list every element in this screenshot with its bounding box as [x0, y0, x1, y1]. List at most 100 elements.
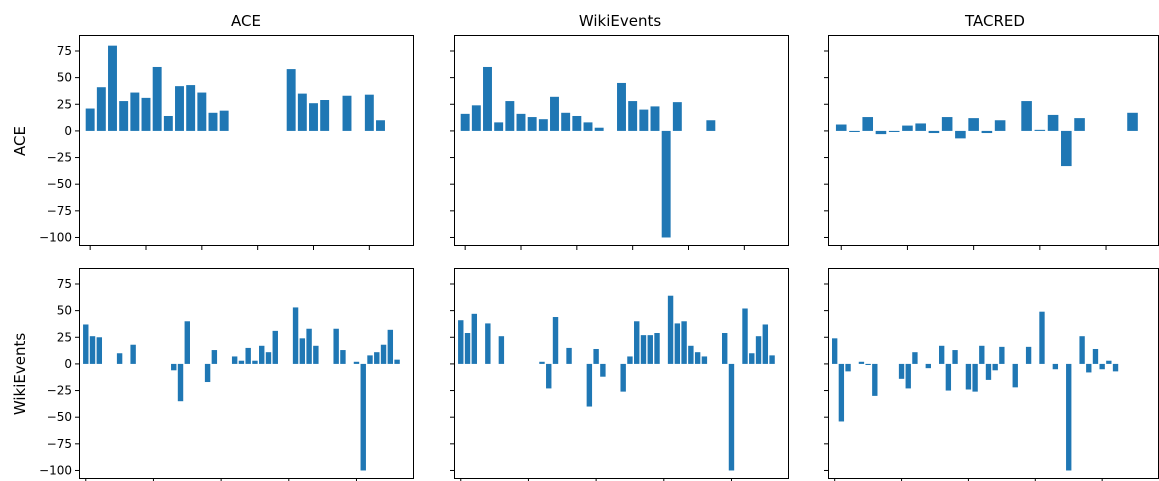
bar	[667, 295, 674, 364]
y-tick-label: −50	[47, 177, 72, 191]
bar	[955, 130, 966, 139]
bar	[862, 117, 874, 131]
bar	[594, 127, 604, 131]
bar	[661, 130, 671, 238]
bar	[219, 110, 229, 131]
bar	[1039, 311, 1045, 364]
bar	[992, 363, 998, 371]
bar	[483, 66, 492, 131]
panel-ace-ace: 75 50 25 0 −25 −50 −75 −100	[39, 35, 414, 250]
bar	[550, 96, 559, 131]
bar	[265, 352, 272, 364]
bar	[245, 347, 251, 364]
y-tick-label: 25	[57, 97, 72, 111]
bar	[979, 345, 985, 364]
bar	[458, 320, 464, 364]
y-tick-label: −50	[47, 410, 72, 424]
bar	[849, 130, 860, 132]
bar	[832, 338, 838, 364]
bar	[872, 363, 878, 396]
y-tick-label: 0	[64, 124, 72, 138]
bar	[583, 122, 593, 131]
bar	[96, 87, 106, 131]
axes-frame	[454, 35, 789, 246]
bar	[252, 360, 258, 364]
bar	[858, 361, 865, 364]
panel-ace-tacred	[824, 35, 1159, 250]
bar	[1099, 363, 1105, 370]
bar	[728, 363, 735, 471]
bar	[208, 112, 218, 131]
bar	[742, 308, 748, 364]
bar	[498, 336, 505, 364]
bar	[342, 95, 352, 131]
bar	[119, 101, 129, 131]
bar	[320, 100, 330, 131]
bar	[286, 69, 296, 131]
y-tick-label: −25	[47, 151, 72, 165]
bar	[272, 330, 278, 364]
bar	[1074, 118, 1085, 131]
bar	[674, 323, 681, 364]
bar	[972, 363, 978, 392]
bar	[259, 345, 265, 364]
bar	[888, 130, 900, 132]
bar	[572, 115, 582, 131]
y-tick-label: −75	[47, 437, 72, 451]
bar	[838, 363, 845, 422]
axes-frame	[79, 268, 414, 479]
row-label-ace: ACE	[11, 126, 29, 156]
bar	[538, 119, 548, 131]
bar	[376, 120, 385, 131]
bar	[380, 344, 387, 364]
bar	[1106, 360, 1112, 364]
bar	[309, 103, 318, 131]
bar	[353, 361, 360, 364]
bar	[197, 92, 207, 131]
axes-frame	[454, 268, 789, 479]
bar	[516, 113, 526, 131]
bar	[299, 338, 306, 364]
y-tick-label: 50	[57, 71, 72, 85]
bar	[561, 112, 571, 131]
bar	[749, 353, 755, 364]
bar	[387, 329, 394, 364]
bar	[650, 106, 660, 131]
bar	[333, 328, 339, 364]
bar	[898, 363, 905, 379]
y-tick-label: 50	[57, 304, 72, 318]
bar	[566, 347, 572, 364]
bar	[130, 344, 136, 364]
bar	[306, 328, 312, 364]
bar	[835, 124, 847, 131]
bar	[628, 101, 638, 131]
bar	[460, 113, 470, 131]
bar	[394, 359, 400, 364]
bar	[340, 350, 346, 364]
bar	[845, 363, 851, 372]
bar	[1066, 363, 1072, 471]
bar	[586, 363, 593, 407]
bar	[1025, 346, 1032, 364]
bar	[939, 345, 945, 364]
column-title-tacred: TACRED	[964, 12, 1025, 30]
bar	[620, 363, 626, 392]
bar	[464, 333, 471, 364]
bar	[130, 92, 140, 131]
bar	[108, 45, 117, 131]
bar	[985, 363, 992, 380]
bar	[552, 317, 559, 364]
bar	[654, 333, 660, 364]
bar	[360, 363, 366, 471]
bar	[1112, 363, 1119, 372]
bar	[694, 352, 701, 364]
bar	[762, 324, 769, 364]
bar	[494, 122, 504, 131]
bar	[184, 321, 190, 364]
bar	[981, 130, 993, 134]
bar	[1079, 336, 1085, 364]
bar	[905, 363, 911, 389]
bar	[471, 313, 478, 364]
y-tick-label: −100	[39, 463, 72, 477]
